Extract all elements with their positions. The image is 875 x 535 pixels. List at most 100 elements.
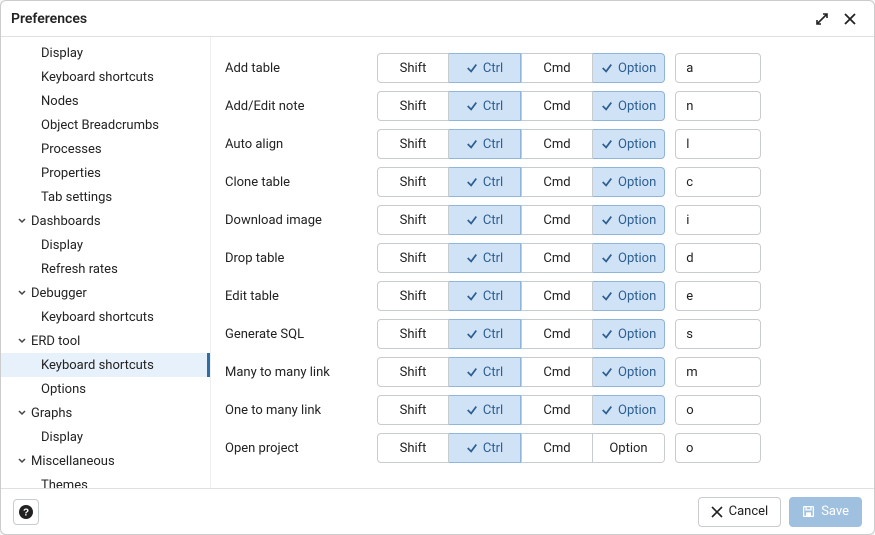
shortcut-key-input[interactable]: o (675, 395, 761, 425)
check-icon (601, 62, 613, 74)
tree-group[interactable]: Dashboards (1, 209, 210, 233)
modifier-cmd-toggle[interactable]: Cmd (521, 433, 593, 463)
window-title: Preferences (11, 11, 808, 27)
modifier-option-toggle[interactable]: Option (593, 319, 665, 349)
shortcut-row: Add/Edit noteShiftCtrlCmdOptionn (225, 91, 854, 121)
shortcut-row: Clone tableShiftCtrlCmdOptionc (225, 167, 854, 197)
close-button[interactable] (836, 5, 864, 33)
modifier-group: Shift Ctrl CmdOption (377, 53, 665, 83)
tree-leaf[interactable]: Refresh rates (1, 257, 210, 281)
modifier-ctrl-toggle[interactable]: Ctrl (449, 91, 521, 121)
tree-group-label: Debugger (31, 286, 87, 301)
modifier-shift-toggle[interactable]: Shift (377, 243, 449, 273)
modifier-option-toggle[interactable]: Option (593, 91, 665, 121)
check-icon (466, 442, 478, 454)
modifier-label: Ctrl (483, 99, 503, 114)
modifier-option-toggle[interactable]: Option (593, 167, 665, 197)
modifier-cmd-toggle[interactable]: Cmd (521, 281, 593, 311)
modifier-shift-toggle[interactable]: Shift (377, 129, 449, 159)
modifier-ctrl-toggle[interactable]: Ctrl (449, 243, 521, 273)
modifier-label: Cmd (543, 99, 570, 114)
modifier-cmd-toggle[interactable]: Cmd (521, 357, 593, 387)
help-button[interactable]: ? (13, 499, 39, 525)
tree-leaf[interactable]: Tab settings (1, 185, 210, 209)
modifier-ctrl-toggle[interactable]: Ctrl (449, 53, 521, 83)
shortcut-key-input[interactable]: m (675, 357, 761, 387)
tree-leaf[interactable]: Keyboard shortcuts (1, 305, 210, 329)
tree-leaf[interactable]: Options (1, 377, 210, 401)
tree-group[interactable]: ERD tool (1, 329, 210, 353)
tree-leaf-label: Processes (41, 142, 102, 157)
shortcut-key-input[interactable]: s (675, 319, 761, 349)
modifier-shift-toggle[interactable]: Shift (377, 281, 449, 311)
modifier-shift-toggle[interactable]: Shift (377, 205, 449, 235)
modifier-option-toggle[interactable]: Option (593, 395, 665, 425)
modifier-ctrl-toggle[interactable]: Ctrl (449, 395, 521, 425)
modifier-option-toggle[interactable]: Option (593, 281, 665, 311)
maximize-button[interactable] (808, 5, 836, 33)
modifier-label: Ctrl (483, 61, 503, 76)
modifier-ctrl-toggle[interactable]: Ctrl (449, 357, 521, 387)
tree-leaf[interactable]: Properties (1, 161, 210, 185)
modifier-label: Option (618, 403, 656, 418)
modifier-cmd-toggle[interactable]: Cmd (521, 53, 593, 83)
modifier-shift-toggle[interactable]: Shift (377, 53, 449, 83)
modifier-cmd-toggle[interactable]: Cmd (521, 395, 593, 425)
modifier-cmd-toggle[interactable]: Cmd (521, 205, 593, 235)
modifier-ctrl-toggle[interactable]: Ctrl (449, 205, 521, 235)
modifier-ctrl-toggle[interactable]: Ctrl (449, 129, 521, 159)
tree-leaf[interactable]: Keyboard shortcuts (1, 353, 210, 377)
tree-group[interactable]: Miscellaneous (1, 449, 210, 473)
tree-leaf[interactable]: Display (1, 41, 210, 65)
tree-leaf[interactable]: Display (1, 425, 210, 449)
tree-leaf[interactable]: Display (1, 233, 210, 257)
tree-group-label: Miscellaneous (31, 454, 115, 469)
tree-leaf[interactable]: Processes (1, 137, 210, 161)
modifier-ctrl-toggle[interactable]: Ctrl (449, 281, 521, 311)
modifier-cmd-toggle[interactable]: Cmd (521, 319, 593, 349)
shortcut-label: Drop table (225, 251, 377, 266)
modifier-cmd-toggle[interactable]: Cmd (521, 243, 593, 273)
modifier-shift-toggle[interactable]: Shift (377, 433, 449, 463)
modifier-ctrl-toggle[interactable]: Ctrl (449, 167, 521, 197)
modifier-shift-toggle[interactable]: Shift (377, 395, 449, 425)
modifier-cmd-toggle[interactable]: Cmd (521, 91, 593, 121)
preferences-tree[interactable]: DisplayKeyboard shortcutsNodesObject Bre… (1, 37, 211, 488)
modifier-option-toggle[interactable]: Option (593, 205, 665, 235)
cancel-button[interactable]: Cancel (698, 497, 782, 527)
shortcuts-panel[interactable]: Add tableShiftCtrlCmdOptionaAdd/Edit not… (211, 37, 874, 488)
shortcut-key-input[interactable]: d (675, 243, 761, 273)
modifier-cmd-toggle[interactable]: Cmd (521, 129, 593, 159)
tree-leaf-label: Refresh rates (41, 262, 118, 277)
tree-leaf[interactable]: Nodes (1, 89, 210, 113)
shortcut-key-input[interactable]: n (675, 91, 761, 121)
modifier-ctrl-toggle[interactable]: Ctrl (449, 319, 521, 349)
modifier-option-toggle[interactable]: Option (593, 243, 665, 273)
modifier-shift-toggle[interactable]: Shift (377, 319, 449, 349)
shortcut-key-input[interactable]: c (675, 167, 761, 197)
modifier-cmd-toggle[interactable]: Cmd (521, 167, 593, 197)
modifier-shift-toggle[interactable]: Shift (377, 91, 449, 121)
shortcut-key-input[interactable]: o (675, 433, 761, 463)
modifier-option-toggle[interactable]: Option (593, 433, 665, 463)
shortcut-key-input[interactable]: e (675, 281, 761, 311)
shortcut-key-input[interactable]: i (675, 205, 761, 235)
shortcut-key-input[interactable]: l (675, 129, 761, 159)
modifier-shift-toggle[interactable]: Shift (377, 357, 449, 387)
tree-group[interactable]: Debugger (1, 281, 210, 305)
modifier-shift-toggle[interactable]: Shift (377, 167, 449, 197)
shortcut-row: Edit tableShiftCtrlCmdOptione (225, 281, 854, 311)
tree-leaf[interactable]: Keyboard shortcuts (1, 65, 210, 89)
tree-leaf[interactable]: Themes (1, 473, 210, 488)
shortcut-key-input[interactable]: a (675, 53, 761, 83)
save-button[interactable]: Save (789, 497, 862, 527)
modifier-option-toggle[interactable]: Option (593, 357, 665, 387)
check-icon (601, 100, 613, 112)
tree-leaf[interactable]: Object Breadcrumbs (1, 113, 210, 137)
tree-group[interactable]: Graphs (1, 401, 210, 425)
modifier-label: Shift (400, 441, 427, 456)
modifier-ctrl-toggle[interactable]: Ctrl (449, 433, 521, 463)
modifier-option-toggle[interactable]: Option (593, 53, 665, 83)
modifier-option-toggle[interactable]: Option (593, 129, 665, 159)
close-icon (843, 12, 857, 26)
